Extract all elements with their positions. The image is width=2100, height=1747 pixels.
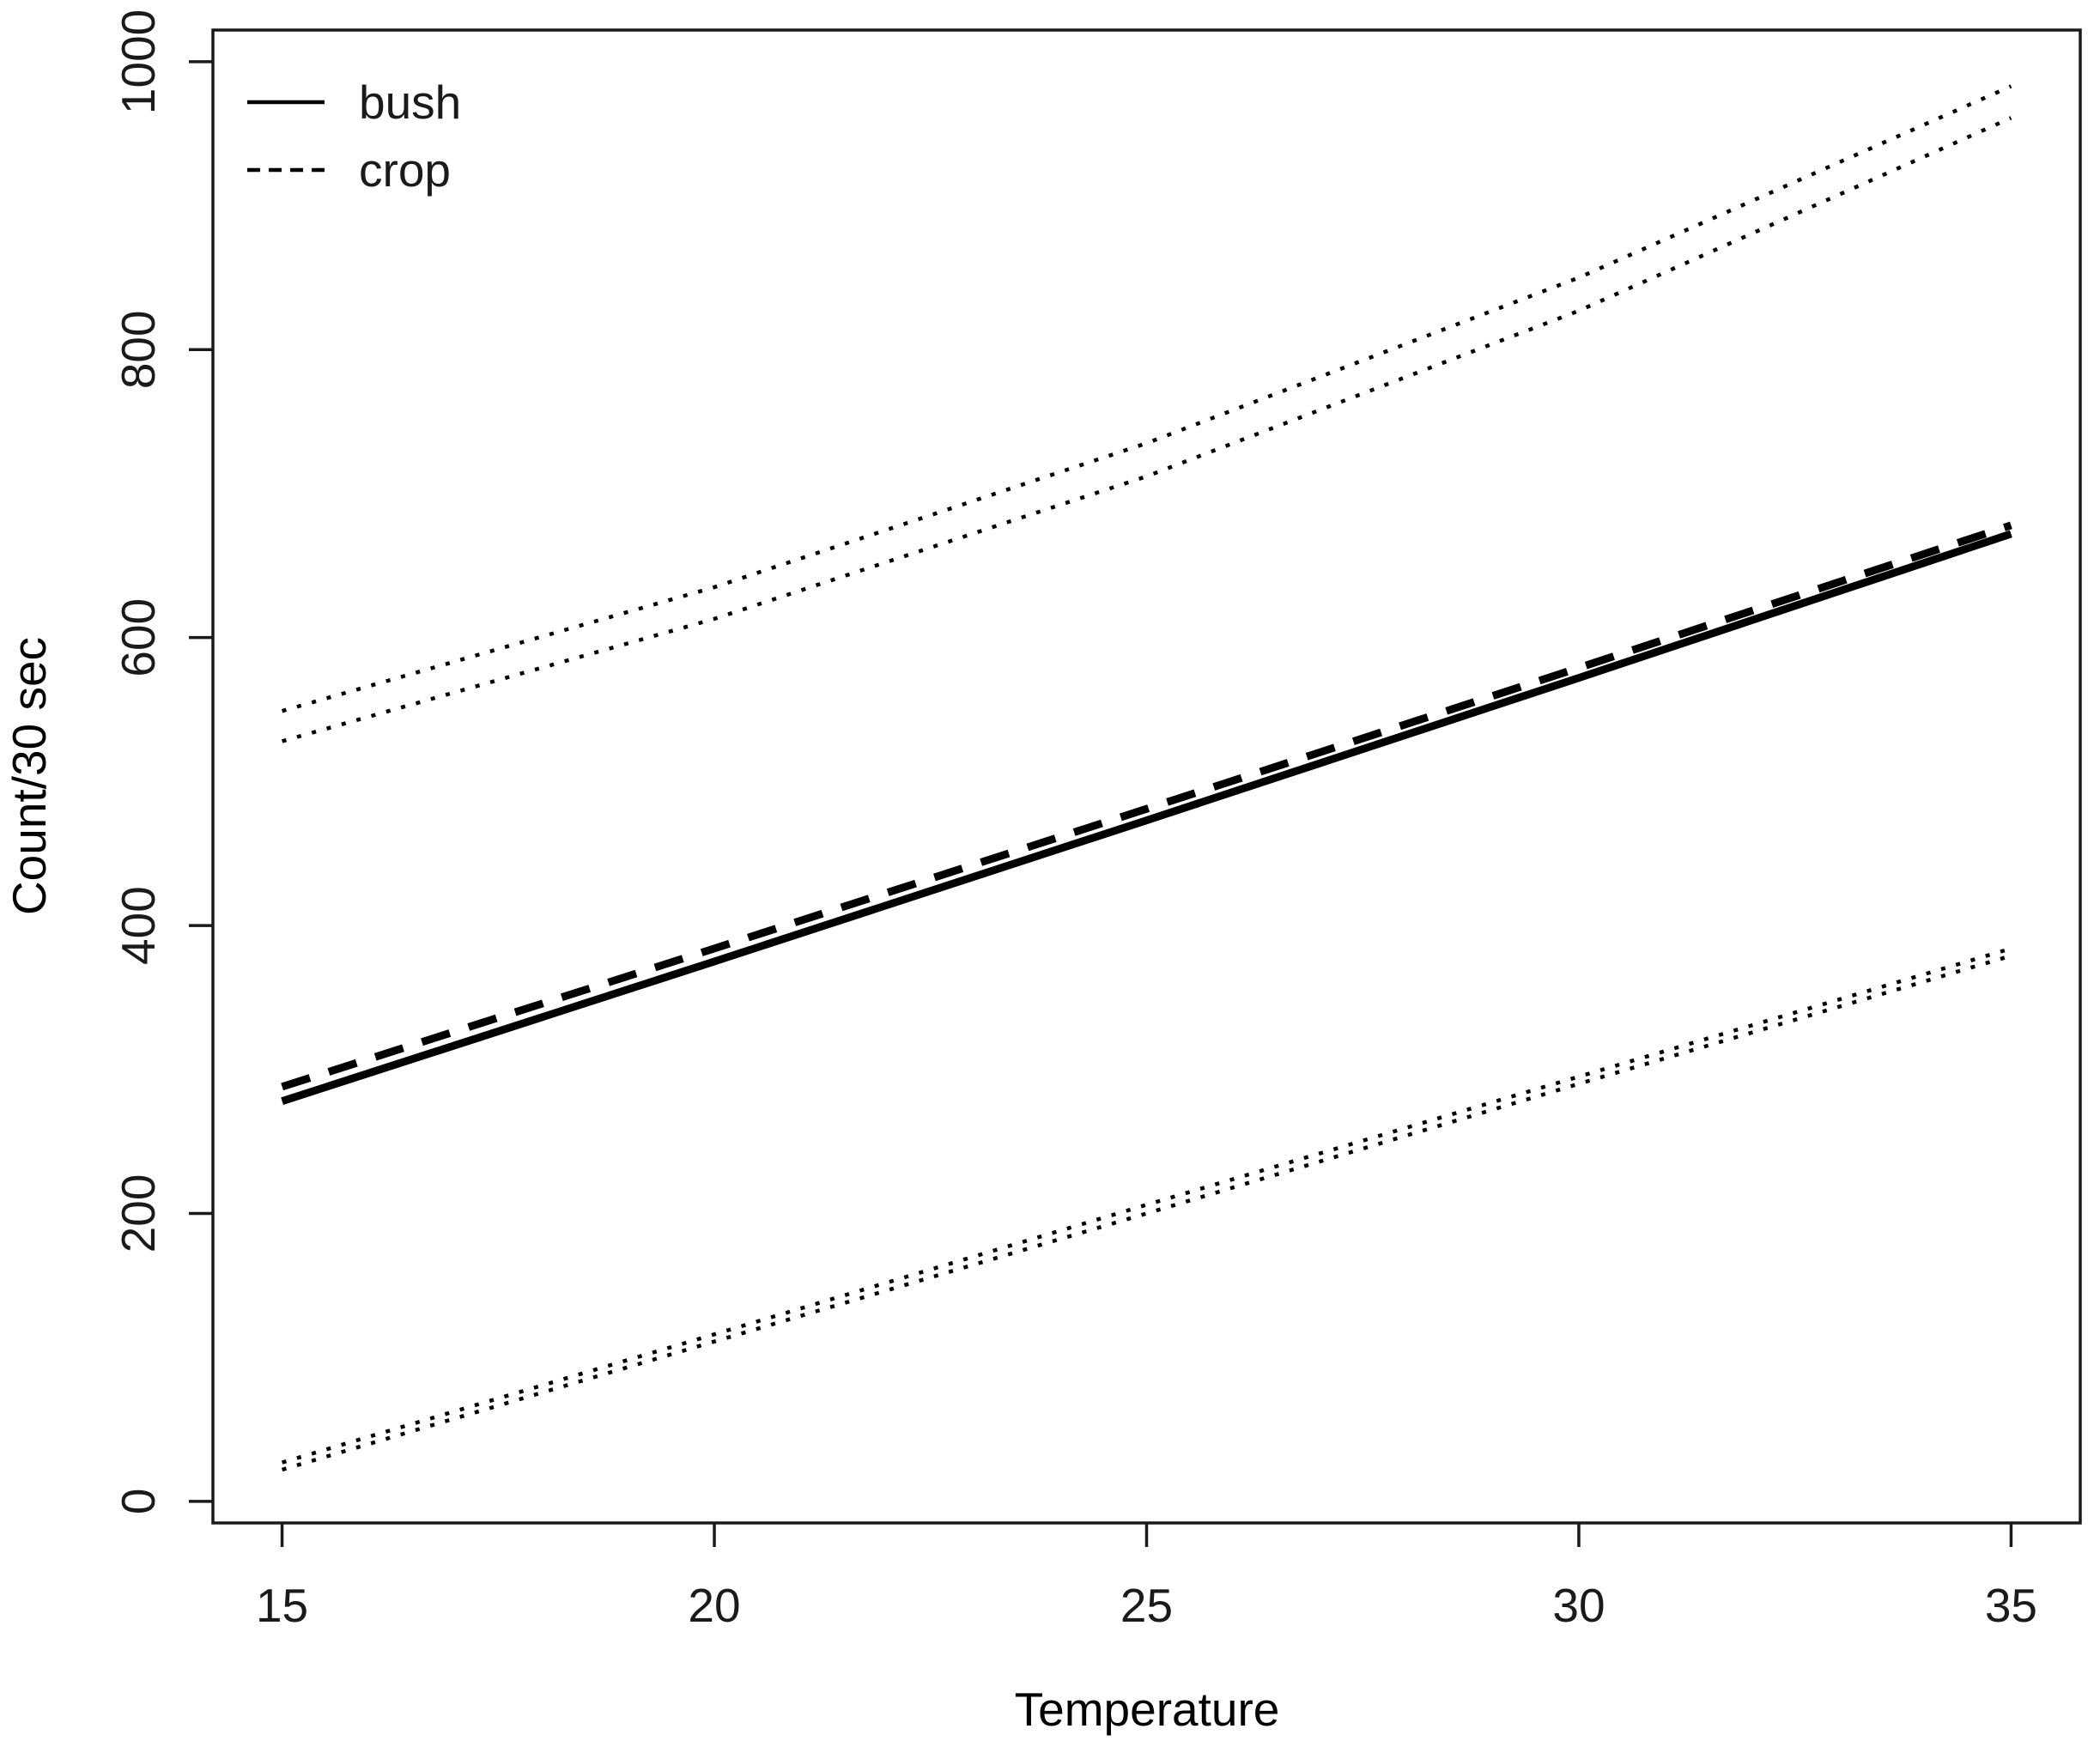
legend-label-crop: crop bbox=[359, 143, 451, 197]
y-axis-tick-label: 0 bbox=[112, 1489, 165, 1515]
y-axis-tick-label: 1000 bbox=[112, 9, 165, 114]
series-crop-lower-band bbox=[281, 946, 2012, 1465]
x-axis-tick-label: 35 bbox=[1985, 1579, 2037, 1632]
series-bush-upper-band bbox=[281, 116, 2012, 743]
legend-label-bush: bush bbox=[359, 76, 461, 129]
series-bush-fit bbox=[281, 530, 2012, 1105]
series-crop-fit bbox=[281, 521, 2012, 1091]
plot-layer: 15 20 25 30 35 0 200 400 600 800 1000 bbox=[112, 9, 2082, 1632]
y-axis-tick-label: 600 bbox=[112, 598, 165, 677]
plot-box bbox=[211, 28, 2082, 1525]
x-axis-tick-label: 15 bbox=[256, 1579, 308, 1632]
x-axis-tick-label: 25 bbox=[1120, 1579, 1173, 1632]
series-bush-lower-band bbox=[281, 954, 2012, 1472]
x-axis-tick-label: 20 bbox=[688, 1579, 740, 1632]
y-axis-tick-label: 800 bbox=[112, 310, 165, 389]
x-axis-tick-label: 30 bbox=[1552, 1579, 1605, 1632]
x-axis-title: Temperature bbox=[1015, 1683, 1280, 1736]
y-axis-tick-label: 400 bbox=[112, 886, 165, 965]
y-axis-title: Count/30 sec bbox=[3, 637, 56, 915]
y-axis-tick-label: 200 bbox=[112, 1174, 165, 1253]
